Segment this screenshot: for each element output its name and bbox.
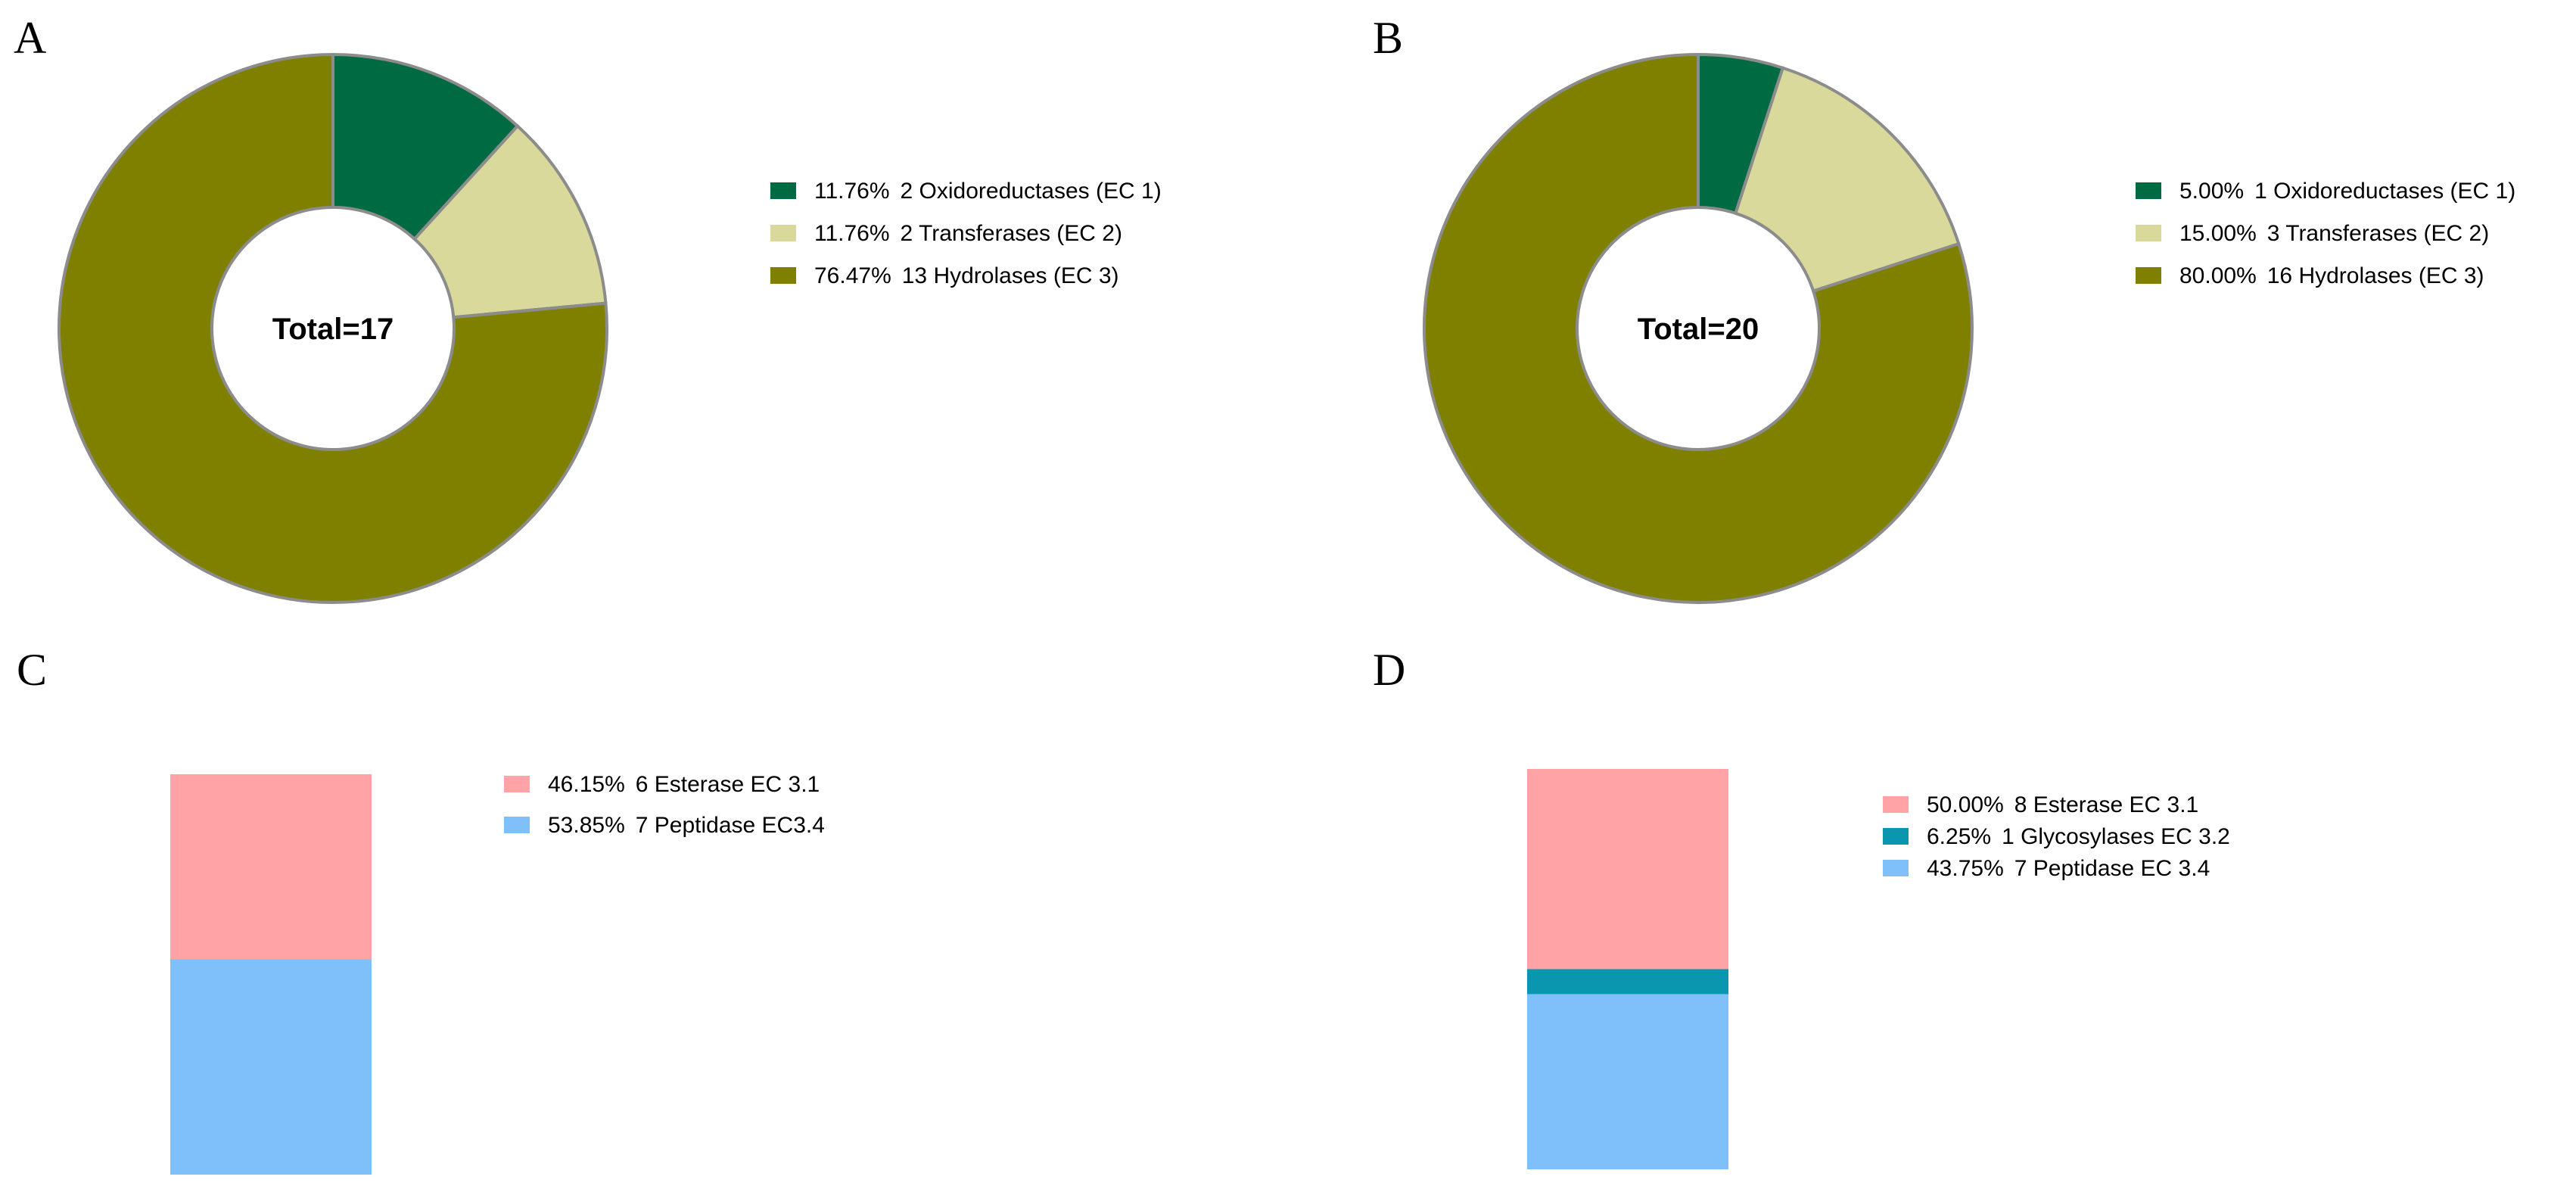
donut-center-label: Total=20 — [1638, 313, 1759, 346]
panel-letter-d: D — [1373, 645, 1405, 695]
bar-segment — [1527, 769, 1728, 970]
panel-letter-a: A — [14, 13, 46, 63]
legend-entry: 50.00% 8 Esterase EC 3.1 — [1927, 792, 2198, 817]
legend-entry: 11.76% 2 Oxidoreductases (EC 1) — [814, 179, 1162, 204]
bar-segment — [1527, 969, 1728, 994]
bar-segment — [170, 774, 372, 960]
legend-swatch — [1883, 828, 1909, 845]
legend-entry: 53.85% 7 Peptidase EC3.4 — [548, 813, 825, 838]
legend-label: 16 Hydrolases (EC 3) — [2267, 263, 2484, 288]
legend-percent: 11.76% — [814, 221, 890, 246]
legend-percent: 11.76% — [814, 179, 890, 204]
legend-swatch — [1883, 860, 1909, 876]
legend-swatch — [2136, 182, 2161, 199]
donut-slice — [1733, 66, 1961, 294]
legend-label: 1 Glycosylases EC 3.2 — [2002, 824, 2230, 849]
legend-entry: 11.76% 2 Transferases (EC 2) — [814, 221, 1122, 246]
legend-label: 13 Hydrolases (EC 3) — [902, 263, 1119, 288]
legend-percent: 15.00% — [2179, 221, 2257, 246]
panel-letter-b: B — [1373, 13, 1403, 63]
legend-entry: 46.15% 6 Esterase EC 3.1 — [548, 772, 820, 797]
stacked-bar-chart-d: 50.00% 8 Esterase EC 3.1 6.25% 1 Glycosylas… — [1527, 769, 2230, 1169]
legend-label: 8 Esterase EC 3.1 — [2014, 792, 2198, 817]
legend-percent: 43.75% — [1927, 856, 2004, 881]
legend-label: 3 Transferases (EC 2) — [2267, 221, 2489, 246]
bar-segment — [170, 959, 372, 1175]
legend-entry: 43.75% 7 Peptidase EC 3.4 — [1927, 856, 2210, 881]
legend-entry: 15.00% 3 Transferases (EC 2) — [2179, 221, 2489, 246]
legend-swatch — [770, 225, 796, 241]
legend-swatch — [1883, 796, 1909, 813]
legend-swatch — [2136, 267, 2161, 284]
legend-percent: 5.00% — [2179, 179, 2244, 204]
panel-letter-c: C — [17, 645, 47, 695]
stacked-bar-chart-c: 46.15% 6 Esterase EC 3.1 53.85% 7 Peptidase… — [170, 772, 825, 1175]
legend-entry: 6.25% 1 Glycosylases EC 3.2 — [1927, 824, 2230, 849]
donut-slice — [1422, 52, 1974, 604]
donut-slice — [331, 52, 520, 241]
legend-swatch — [770, 182, 796, 199]
legend-entry: 80.00% 16 Hydrolases (EC 3) — [2179, 263, 2484, 288]
donut-chart-b: Total=20 5.00% 1 Oxidoreductases (EC 1) 15.… — [1422, 52, 2515, 604]
legend-label: 1 Oxidoreductases (EC 1) — [2254, 179, 2515, 204]
legend-swatch — [2136, 225, 2161, 241]
legend-entry: 76.47% 13 Hydrolases (EC 3) — [814, 263, 1119, 288]
legend-percent: 50.00% — [1927, 792, 2004, 817]
legend-entry: 5.00% 1 Oxidoreductases (EC 1) — [2179, 179, 2515, 204]
donut-center-label: Total=17 — [272, 313, 394, 346]
legend-label: 7 Peptidase EC3.4 — [636, 813, 825, 838]
donut-slice — [412, 123, 608, 319]
legend-label: 7 Peptidase EC 3.4 — [2014, 856, 2210, 881]
legend-percent: 46.15% — [548, 772, 625, 797]
legend-percent: 53.85% — [548, 813, 625, 838]
legend-label: 2 Oxidoreductases (EC 1) — [901, 179, 1162, 204]
legend-percent: 6.25% — [1927, 824, 1991, 849]
legend-percent: 76.47% — [814, 263, 891, 288]
legend-percent: 80.00% — [2179, 263, 2257, 288]
legend-swatch — [504, 817, 530, 833]
legend-swatch — [504, 776, 530, 792]
legend-swatch — [770, 267, 796, 284]
donut-slice — [58, 52, 608, 604]
legend-label: 2 Transferases (EC 2) — [901, 221, 1122, 246]
bar-segment — [1527, 994, 1728, 1169]
legend-label: 6 Esterase EC 3.1 — [636, 772, 820, 797]
